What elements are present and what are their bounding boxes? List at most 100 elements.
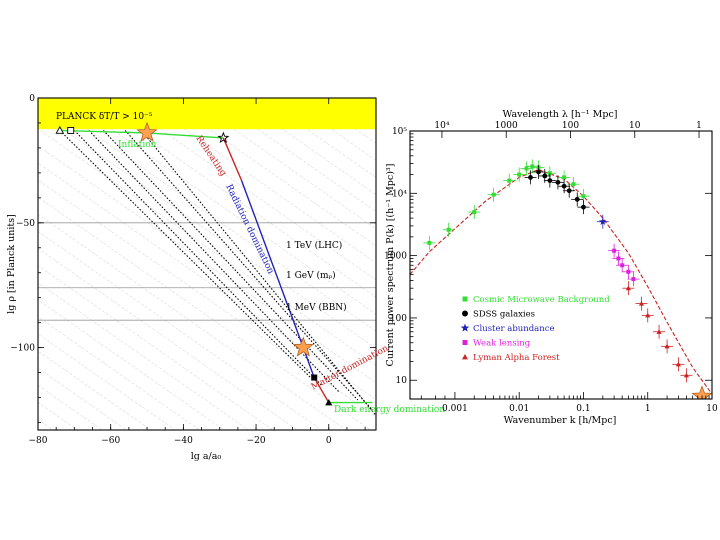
point-cosmic-microwave-background <box>562 175 567 180</box>
point-cosmic-microwave-background <box>581 194 586 199</box>
darkenergy-label: Dark energy domination <box>334 405 445 415</box>
legend-symbol <box>462 310 468 317</box>
y-tick-label: 10 <box>396 376 408 386</box>
point-cosmic-microwave-background <box>571 182 576 187</box>
series-line-matter-domination <box>313 377 330 403</box>
x-tick-label: 0.1 <box>576 404 590 414</box>
right-x-axis-label: Wavenumber k [h/Mpc] <box>504 415 617 426</box>
square-filled-marker <box>311 374 318 381</box>
inflation-label: Inflation <box>118 140 157 150</box>
y-tick-label: 0 <box>29 94 35 104</box>
x-tick-label: 0.001 <box>442 404 468 414</box>
x2-tick-label: 1 <box>696 121 702 131</box>
point-lyman-alpha-forest <box>683 372 690 378</box>
point-sdss-galaxies <box>536 169 541 175</box>
energy-label-mev: 1 MeV (BBN) <box>286 302 347 313</box>
point-lyman-alpha-forest <box>638 300 645 306</box>
point-sdss-galaxies <box>581 204 586 210</box>
history-dotted-line <box>124 130 373 411</box>
left-plot-background <box>38 98 376 430</box>
right-y-axis-label: Current power spectrum P(k) [(h⁻¹ Mpc)³] <box>385 164 396 367</box>
point-lyman-alpha-forest <box>675 361 681 367</box>
y-tick-label: −100 <box>10 344 35 354</box>
point-cosmic-microwave-background <box>547 171 552 176</box>
right-plot-frame <box>409 130 713 400</box>
series-line-reheating <box>222 137 243 181</box>
point-cosmic-microwave-background <box>446 227 451 232</box>
point-sdss-galaxies <box>528 175 533 180</box>
legend-symbol <box>462 296 468 302</box>
band-label: PLANCK δT/T > 10⁻⁵ <box>56 112 153 122</box>
point-sdss-galaxies <box>547 178 553 183</box>
point-weak-lensing <box>626 269 631 274</box>
legend-label: Weak lensing <box>473 339 531 349</box>
x-tick-label: −40 <box>174 436 193 446</box>
history-dotted-line <box>142 132 376 417</box>
theory-curve <box>410 169 712 395</box>
y-tick-label: −50 <box>16 219 35 229</box>
point-cosmic-microwave-background <box>517 172 522 177</box>
left-x-axis-label: lg a/a₀ <box>191 451 222 462</box>
point-weak-lensing <box>631 277 636 282</box>
x-tick-label: −60 <box>101 436 120 446</box>
triangle-open-marker <box>55 125 65 134</box>
history-dotted-line <box>103 130 359 401</box>
left-plot-frame <box>37 97 377 431</box>
point-lyman-alpha-forest <box>645 312 651 318</box>
x2-tick-label: 10 <box>629 121 641 131</box>
point-sdss-galaxies <box>574 196 580 202</box>
triangle-filled-marker <box>325 398 333 406</box>
history-dotted-line <box>59 130 311 378</box>
point-lyman-alpha-forest <box>664 343 670 349</box>
legend-symbol <box>462 354 468 360</box>
left-chart: −80 −60 −40 −20 0 0 −50 −100 PLANCK δT/T > 10⁻⁵… <box>6 94 445 462</box>
x2-tick-label: 1000 <box>495 121 518 131</box>
x2-tick-label: 10⁴ <box>434 121 449 131</box>
y-tick-label: 10⁴ <box>392 189 407 199</box>
star-marker <box>136 121 158 142</box>
point-weak-lensing <box>620 263 625 268</box>
x-tick-label: 0.01 <box>509 404 529 414</box>
square-open-marker <box>67 127 75 134</box>
point-lyman-alpha-forest <box>625 285 631 291</box>
point-cosmic-microwave-background <box>491 192 496 197</box>
x-tick-label: 0 <box>326 436 332 446</box>
y-tick-label: 100 <box>390 314 407 324</box>
energy-label-gev: 1 GeV (mₚ) <box>286 270 336 281</box>
point-lyman-alpha-forest <box>656 329 662 334</box>
point-cosmic-microwave-background <box>472 210 477 215</box>
history-dotted-line <box>88 130 341 393</box>
point-weak-lensing <box>612 248 617 253</box>
point-cluster-abundance <box>599 217 607 225</box>
legend-label: Cluster abundance <box>473 324 555 334</box>
point-sdss-galaxies <box>566 188 572 194</box>
point-cosmic-microwave-background <box>530 164 535 169</box>
y-tick-label: 1000 <box>384 252 407 262</box>
energy-label-tev: 1 TeV (LHC) <box>286 240 342 251</box>
legend-symbol <box>460 323 470 332</box>
legend-label: Cosmic Microwave Background <box>473 295 610 305</box>
left-y-axis-label: lg ρ [in Planck units] <box>6 214 17 314</box>
point-cosmic-microwave-background <box>507 178 512 183</box>
point-cosmic-microwave-background <box>524 166 529 171</box>
special-star-point <box>691 385 712 399</box>
legend-label: SDSS galaxies <box>473 310 535 320</box>
x-tick-label: −80 <box>29 436 48 446</box>
x-tick-label: −20 <box>247 436 266 446</box>
legend: Cosmic Microwave Background SDSS galaxies… <box>460 295 610 363</box>
right-x2-axis-label: Wavelength λ [h⁻¹ Mpc] <box>503 109 618 120</box>
right-chart: 0.001 0.01 0.1 1 10 10⁴ 1000 100 10 1 10 100 1000 10⁴… <box>384 109 718 426</box>
point-sdss-galaxies <box>542 173 548 179</box>
constraint-band <box>38 98 376 130</box>
legend-symbol <box>462 340 468 345</box>
point-weak-lensing <box>616 256 621 261</box>
y-tick-label: 10⁵ <box>392 127 407 137</box>
x-tick-label: 10 <box>706 404 718 414</box>
legend-label: Lyman Alpha Forest <box>473 353 560 363</box>
x2-tick-label: 100 <box>562 121 579 131</box>
star-open-marker <box>217 131 230 144</box>
x-tick-label: 1 <box>645 404 651 414</box>
star-marker <box>292 336 314 357</box>
point-sdss-galaxies <box>561 183 567 189</box>
